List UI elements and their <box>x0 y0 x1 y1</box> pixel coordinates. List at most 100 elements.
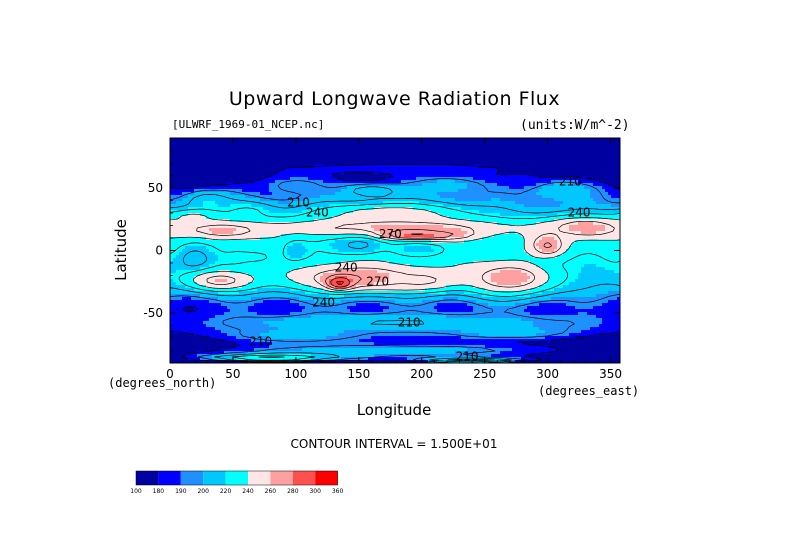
heatmap-cell <box>383 198 387 202</box>
heatmap-cell <box>428 219 432 223</box>
heatmap-cell <box>506 150 510 154</box>
heatmap-cell <box>227 171 231 175</box>
heatmap-cell <box>578 165 582 169</box>
heatmap-cell <box>239 222 243 226</box>
heatmap-cell <box>431 162 435 166</box>
heatmap-cell <box>506 144 510 148</box>
heatmap-cell <box>278 231 282 235</box>
heatmap-cell <box>488 174 492 178</box>
heatmap-cell <box>536 141 540 145</box>
heatmap-cell <box>353 147 357 151</box>
heatmap-cell <box>398 198 402 202</box>
heatmap-cell <box>530 180 534 184</box>
heatmap-cell <box>239 165 243 169</box>
heatmap-cell <box>452 150 456 154</box>
heatmap-cell <box>248 183 252 187</box>
heatmap-cell <box>602 156 606 160</box>
heatmap-cell <box>398 213 402 217</box>
heatmap-cell <box>386 225 390 229</box>
heatmap-cell <box>536 150 540 154</box>
heatmap-cell <box>278 204 282 208</box>
heatmap-cell <box>524 165 528 169</box>
heatmap-cell <box>269 210 273 214</box>
heatmap-cell <box>557 147 561 151</box>
heatmap-cell <box>416 231 420 235</box>
heatmap-cell <box>494 213 498 217</box>
heatmap-cell <box>449 186 453 190</box>
heatmap-cell <box>518 168 522 172</box>
heatmap-cell <box>341 198 345 202</box>
heatmap-cell <box>194 180 198 184</box>
heatmap-cell <box>176 207 180 211</box>
heatmap-cell <box>377 192 381 196</box>
heatmap-cell <box>386 204 390 208</box>
heatmap-cell <box>212 147 216 151</box>
heatmap-cell <box>233 210 237 214</box>
heatmap-cell <box>581 144 585 148</box>
heatmap-cell <box>563 210 567 214</box>
heatmap-cell <box>182 171 186 175</box>
heatmap-cell <box>611 168 615 172</box>
heatmap-cell <box>488 222 492 226</box>
heatmap-cell <box>173 162 177 166</box>
heatmap-cell <box>386 195 390 199</box>
heatmap-cell <box>410 234 414 238</box>
heatmap-cell <box>584 201 588 205</box>
heatmap-cell <box>557 201 561 205</box>
heatmap-cell <box>614 195 618 199</box>
heatmap-cell <box>236 222 240 226</box>
heatmap-cell <box>440 144 444 148</box>
heatmap-cell <box>365 144 369 148</box>
heatmap-cell <box>206 183 210 187</box>
heatmap-cell <box>266 153 270 157</box>
heatmap-cell <box>239 198 243 202</box>
heatmap-cell <box>230 213 234 217</box>
heatmap-cell <box>365 168 369 172</box>
heatmap-cell <box>377 159 381 163</box>
heatmap-cell <box>572 228 576 232</box>
heatmap-cell <box>170 204 174 208</box>
heatmap-cell <box>356 177 360 181</box>
heatmap-cell <box>506 171 510 175</box>
heatmap-cell <box>314 231 318 235</box>
heatmap-cell <box>590 150 594 154</box>
heatmap-cell <box>554 183 558 187</box>
heatmap-cell <box>401 213 405 217</box>
heatmap-cell <box>329 177 333 181</box>
heatmap-cell <box>473 189 477 193</box>
heatmap-cell <box>233 228 237 232</box>
heatmap-cell <box>365 177 369 181</box>
heatmap-cell <box>527 195 531 199</box>
heatmap-cell <box>518 180 522 184</box>
heatmap-cell <box>224 228 228 232</box>
heatmap-cell <box>389 195 393 199</box>
heatmap-cell <box>374 144 378 148</box>
heatmap-cell <box>218 228 222 232</box>
heatmap-cell <box>608 222 612 226</box>
heatmap-cell <box>443 147 447 151</box>
heatmap-cell <box>458 213 462 217</box>
heatmap-cell <box>386 180 390 184</box>
heatmap-cell <box>317 207 321 211</box>
heatmap-cell <box>287 234 291 238</box>
heatmap-cell <box>416 174 420 178</box>
heatmap-cell <box>209 201 213 205</box>
heatmap-cell <box>572 183 576 187</box>
heatmap-cell <box>383 174 387 178</box>
heatmap-cell <box>245 195 249 199</box>
heatmap-cell <box>428 183 432 187</box>
heatmap-cell <box>395 210 399 214</box>
heatmap-cell <box>401 222 405 226</box>
heatmap-cell <box>182 153 186 157</box>
heatmap-cell <box>356 231 360 235</box>
heatmap-cell <box>560 150 564 154</box>
heatmap-cell <box>194 192 198 196</box>
heatmap-cell <box>173 153 177 157</box>
heatmap-cell <box>407 225 411 229</box>
heatmap-cell <box>446 189 450 193</box>
heatmap-cell <box>581 192 585 196</box>
heatmap-cell <box>476 144 480 148</box>
heatmap-cell <box>500 198 504 202</box>
heatmap-cell <box>182 147 186 151</box>
heatmap-cell <box>296 210 300 214</box>
